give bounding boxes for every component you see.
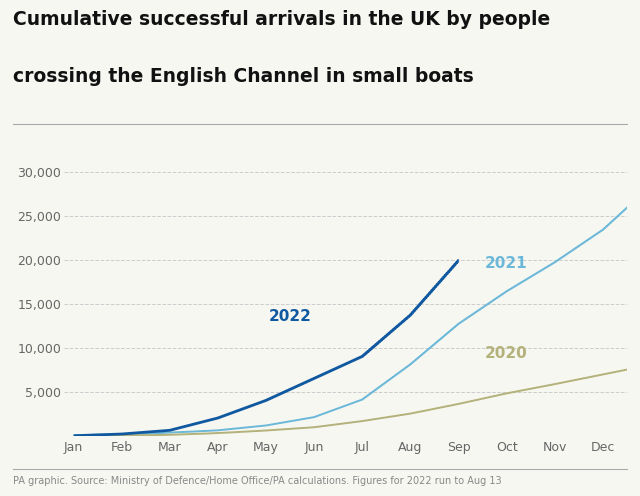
Text: 2022: 2022 [269,309,312,324]
Text: PA graphic. Source: Ministry of Defence/Home Office/PA calculations. Figures for: PA graphic. Source: Ministry of Defence/… [13,476,501,486]
Text: 2020: 2020 [485,346,528,361]
Text: crossing the English Channel in small boats: crossing the English Channel in small bo… [13,67,474,86]
Text: Cumulative successful arrivals in the UK by people: Cumulative successful arrivals in the UK… [13,10,550,29]
Text: 2021: 2021 [485,256,528,271]
